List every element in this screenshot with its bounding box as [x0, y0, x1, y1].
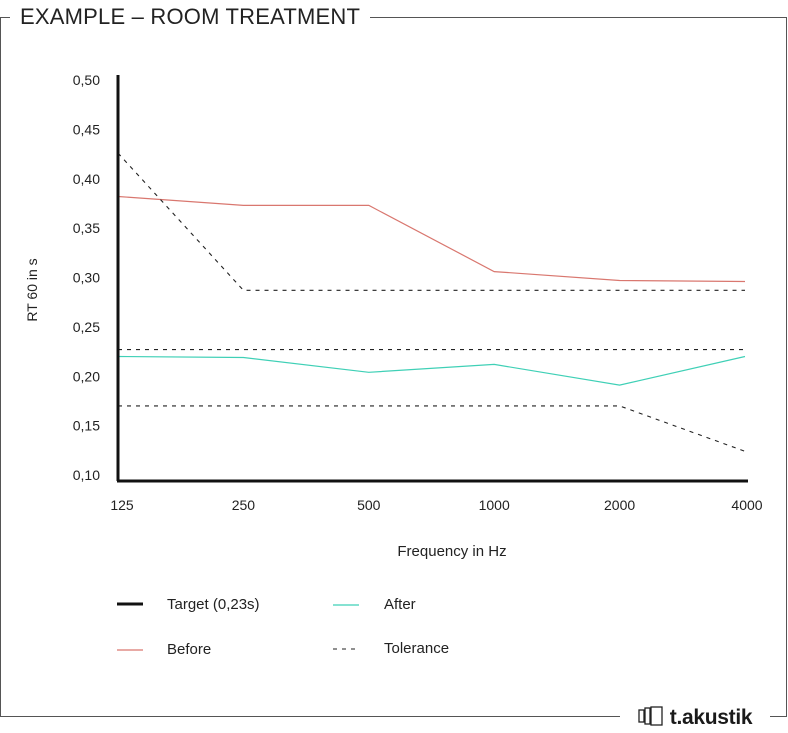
series-line-tolerance-4: [118, 405, 746, 452]
door-panel-icon: [638, 705, 664, 731]
x-tick-label: 2000: [604, 497, 635, 513]
y-tick-label: 0,20: [73, 368, 100, 384]
y-tick-label: 0,50: [73, 72, 100, 88]
series-line-before: [117, 195, 746, 283]
legend-item-after: After: [333, 596, 416, 613]
y-tick-label: 0,35: [73, 220, 100, 236]
legend-item-target: Target (0,23s): [117, 596, 260, 613]
x-tick-label: 1000: [479, 497, 510, 513]
legend-item-before: Before: [117, 641, 211, 658]
x-tick-label: 4000: [731, 497, 762, 513]
legend-item-tolerance: Tolerance: [333, 640, 449, 657]
legend-label-after: After: [384, 596, 416, 613]
x-tick-label: 500: [357, 497, 381, 513]
x-axis-label: Frequency in Hz: [397, 543, 506, 560]
brand-logo: t.akustik: [620, 705, 770, 731]
page-title: EXAMPLE – ROOM TREATMENT: [10, 4, 371, 30]
x-tick-labels: 125 250 500 1000 2000 4000: [110, 497, 762, 513]
legend-label-target: Target (0,23s): [167, 596, 260, 613]
brand-name: t.akustik: [669, 706, 753, 729]
chart-frame: [0, 17, 787, 717]
y-tick-label: 0,10: [73, 467, 100, 483]
y-tick-label: 0,15: [73, 418, 100, 434]
y-axis-label: RT 60 in s: [24, 258, 40, 321]
legend: Target (0,23s) After Before Tolerance: [117, 596, 449, 658]
y-tick-label: 0,45: [73, 121, 100, 137]
legend-label-tolerance: Tolerance: [384, 640, 449, 657]
series-line-tolerance-2: [117, 152, 745, 291]
series-lines: [117, 152, 746, 452]
rt60-chart: 0,10 0,15 0,20 0,25 0,30 0,35 0,40 0,45 0,50 125…: [24, 72, 763, 658]
x-tick-label: 125: [110, 497, 134, 513]
y-tick-label: 0,25: [73, 319, 100, 335]
series-line-after: [117, 355, 746, 386]
y-tick-label: 0,40: [73, 171, 100, 187]
y-tick-label: 0,30: [73, 270, 100, 286]
x-tick-label: 250: [232, 497, 256, 513]
legend-label-before: Before: [167, 641, 211, 658]
y-tick-labels: 0,10 0,15 0,20 0,25 0,30 0,35 0,40 0,45 0,50: [73, 72, 100, 483]
